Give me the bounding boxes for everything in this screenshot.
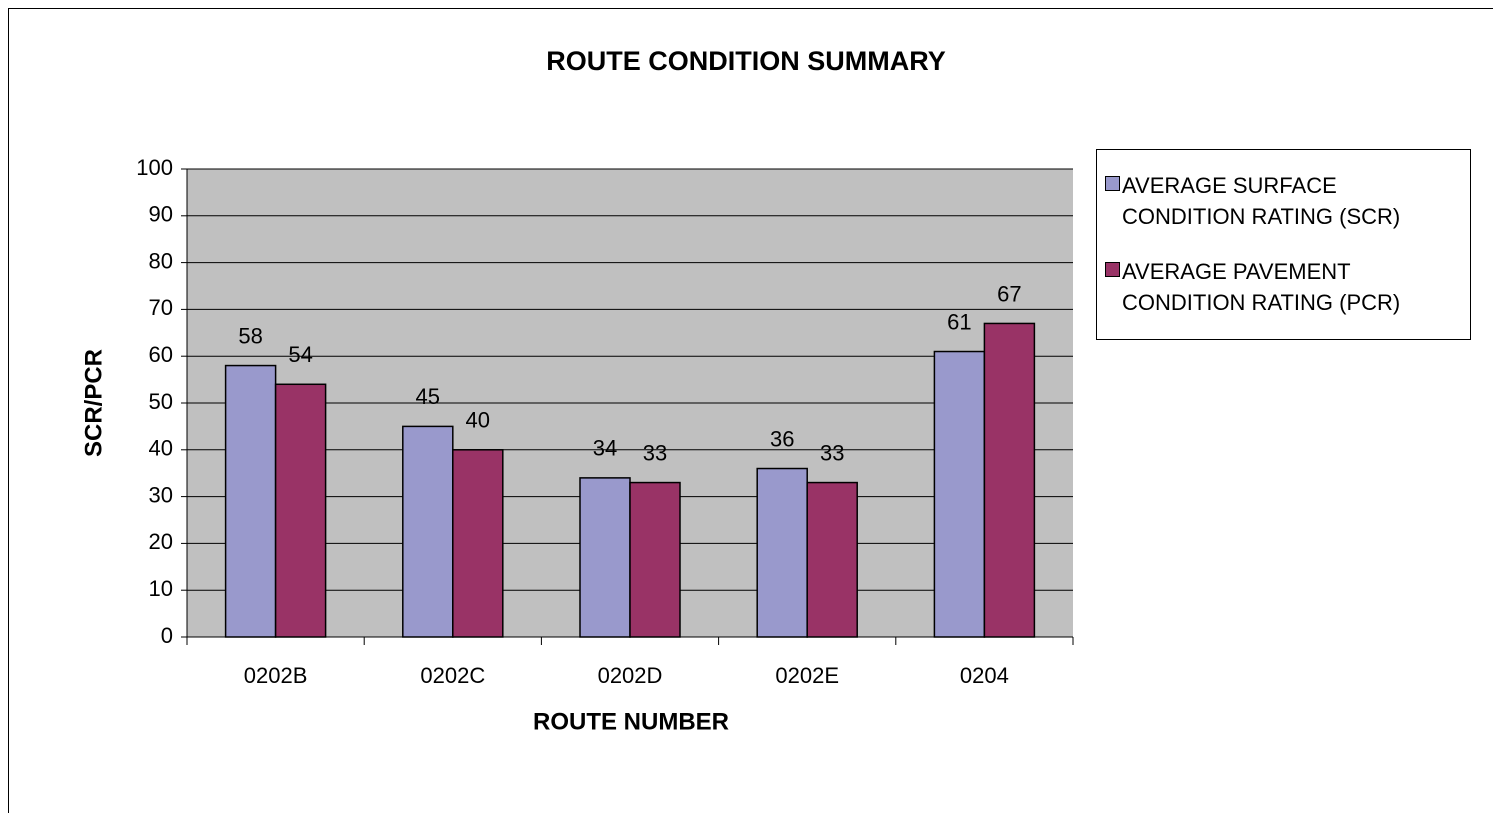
y-tick-label: 10	[149, 576, 173, 601]
bar	[983, 322, 1036, 638]
bar	[579, 477, 631, 638]
y-tick-label: 30	[149, 482, 173, 507]
data-label: 36	[770, 426, 794, 451]
data-label: 33	[820, 440, 844, 465]
bar	[224, 364, 277, 638]
legend-label: AVERAGE SURFACE CONDITION RATING (SCR)	[1122, 173, 1401, 229]
legend-label: AVERAGE PAVEMENT CONDITION RATING (PCR)	[1122, 259, 1401, 315]
legend-swatch	[1105, 262, 1120, 277]
legend-entry: AVERAGE SURFACE CONDITION RATING (SCR)	[1105, 170, 1466, 232]
y-tick-label: 60	[149, 342, 173, 367]
y-tick-label: 80	[149, 248, 173, 273]
data-label: 33	[643, 440, 667, 465]
bar	[452, 449, 504, 638]
legend-entry: AVERAGE PAVEMENT CONDITION RATING (PCR)	[1105, 256, 1466, 318]
x-tick-label: 0202C	[420, 663, 485, 688]
data-label: 45	[416, 384, 440, 409]
x-axis-label: ROUTE NUMBER	[533, 708, 729, 735]
bar	[933, 350, 986, 638]
chart-border	[8, 8, 1493, 813]
y-tick-label: 20	[149, 529, 173, 554]
data-label: 61	[947, 309, 971, 334]
bar	[806, 481, 858, 638]
bar	[402, 425, 454, 638]
y-tick-label: 90	[149, 202, 173, 227]
data-label: 54	[288, 342, 312, 367]
x-tick-label: 0202E	[775, 663, 839, 688]
y-tick-label: 100	[136, 155, 173, 180]
chart-title: ROUTE CONDITION SUMMARY	[546, 46, 946, 76]
data-label: 58	[238, 323, 262, 348]
x-tick-label: 0202D	[598, 663, 663, 688]
y-tick-label: 50	[149, 389, 173, 414]
x-tick-label: 0202B	[244, 663, 308, 688]
data-label: 34	[593, 436, 617, 461]
legend-swatch	[1105, 176, 1120, 191]
bar	[274, 383, 327, 638]
y-tick-label: 0	[161, 623, 173, 648]
y-axis-label: SCR/PCR	[80, 349, 107, 457]
bar	[629, 481, 681, 638]
y-tick-label: 40	[149, 436, 173, 461]
data-label: 40	[466, 408, 490, 433]
data-label: 67	[997, 281, 1021, 306]
legend: AVERAGE SURFACE CONDITION RATING (SCR) AV…	[1096, 149, 1471, 340]
x-tick-label: 0204	[960, 663, 1009, 688]
bar	[756, 467, 808, 638]
y-tick-label: 70	[149, 295, 173, 320]
